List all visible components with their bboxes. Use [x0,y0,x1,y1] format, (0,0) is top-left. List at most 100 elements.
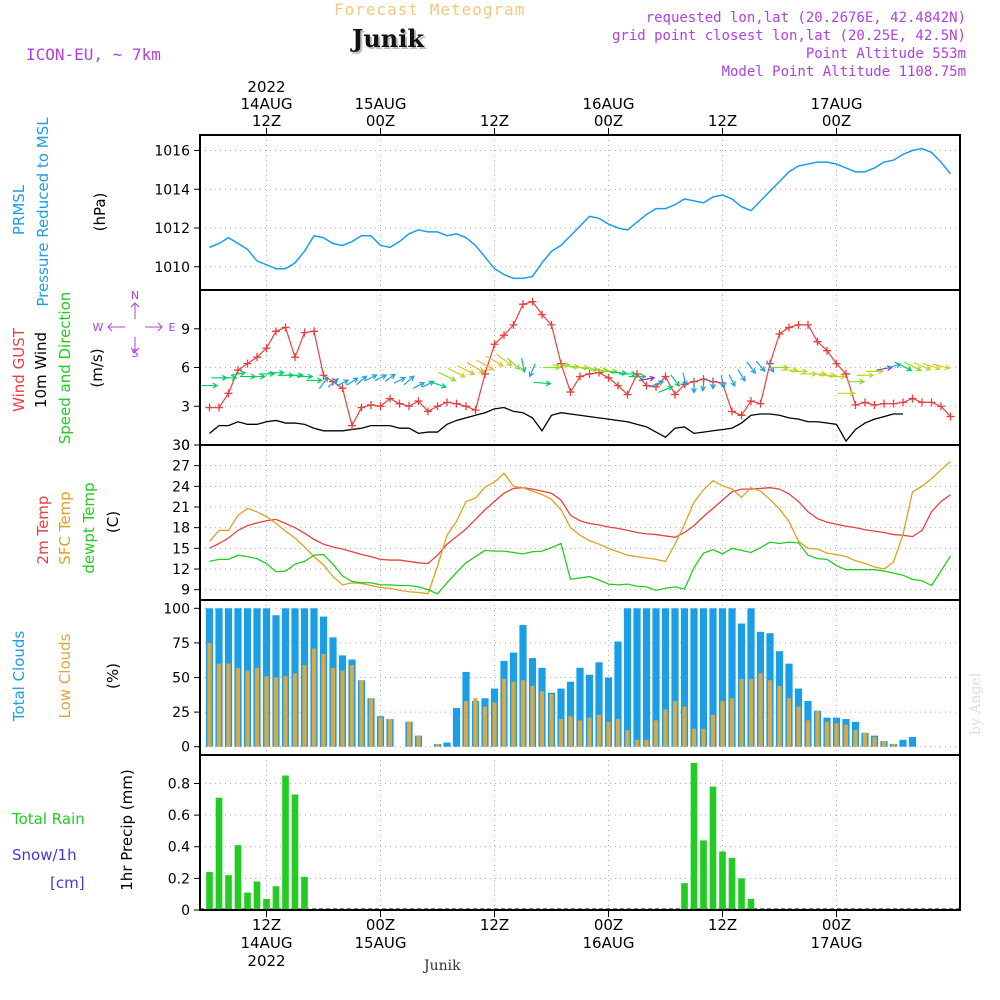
low-clouds-bar [805,720,811,747]
time-label-top: 00Z [594,112,623,130]
wind-direction-arrow [506,357,521,371]
wind-direction-arrow [230,370,247,377]
wind-gust-marker [747,397,755,406]
footer-location: Junik [424,958,461,974]
low-clouds-bar [387,719,393,747]
rain-bar [272,886,280,910]
rain-bar [244,892,251,910]
wind-gust-marker [889,399,898,408]
compass-east: E [169,321,176,334]
time-label-bottom: 00Z [366,916,395,934]
wind-direction-arrow [913,362,932,371]
wind-direction-arrow [856,372,875,379]
wind-direction-arrow [658,385,674,393]
total-clouds-bar [899,739,907,747]
wind-direction-arrow [571,364,590,371]
wind-direction-arrow [700,377,707,392]
wind-direction-arrow [412,382,426,389]
total-clouds-bar [680,608,689,747]
total-clouds-bar [671,608,679,747]
time-label-top: 14AUG [241,95,293,113]
y-tick-label: 24 [172,479,190,495]
wind-direction-arrow [638,375,656,382]
wind-gust-marker [804,320,812,329]
low-clouds-bar [625,730,630,747]
y-tick-label: 50 [172,671,190,687]
time-label-bottom: 12Z [708,916,737,934]
low-clouds-bar [226,663,231,747]
time-label-top: 12Z [708,112,737,130]
precip-legend-rain: Total Rain [11,810,85,828]
wind-gust-marker [224,389,233,398]
wind-label-gust: Wind GUST [10,327,28,412]
rain-bar [215,797,223,910]
low-clouds-bar [720,701,725,747]
wind-gust-marker [604,373,613,382]
wind-gust-marker [557,359,565,368]
y-tick-label: 9 [181,583,190,599]
time-label-bottom: 00Z [594,916,623,934]
wind-direction-arrow [393,376,407,384]
pressure-label-prmsl: PRMSL [10,184,28,235]
total-clouds-bar [633,608,641,747]
low-clouds-bar [245,670,250,747]
low-clouds-bar [615,719,621,747]
pressure-unit: (hPa) [91,193,109,232]
wind-direction-arrow [894,361,913,372]
low-clouds-bar [758,673,763,747]
low-clouds-bar [207,642,212,747]
y-tick-label: 75 [172,636,190,652]
wind-gust-marker [300,328,309,337]
wind-direction-arrow [746,361,756,375]
wind-gust-marker [528,297,537,306]
low-clouds-bar [815,710,820,747]
low-clouds-bar [311,648,317,747]
low-clouds-bar [843,724,849,747]
low-clouds-bar [710,714,716,747]
low-clouds-bar [359,680,364,747]
total-clouds-bar [557,688,565,747]
temp-dewpt-line [209,541,952,595]
wind-direction-arrow [438,371,457,382]
y-tick-label: 0 [181,438,190,454]
low-clouds-bar [796,706,801,747]
wind-direction-arrow [737,369,746,382]
wind-direction-arrow [600,368,619,375]
time-label-top: 17AUG [811,95,863,113]
time-label-top: 00Z [366,112,395,130]
wind-direction-arrow [447,367,467,378]
wind-gust-marker [338,384,347,393]
temp-label-dewpt: dewpt Temp [80,482,98,573]
wind-direction-arrow [710,377,716,390]
wind-gust-marker [281,323,290,332]
y-tick-label: 0.8 [168,776,190,792]
wind-gust-marker [243,359,252,368]
wind-gust-marker [737,411,746,420]
low-clouds-bar [416,735,421,747]
wind-direction-arrow [428,380,448,389]
total-clouds-bar [452,707,461,747]
low-clouds-bar [511,681,516,747]
wind-gust-marker [310,327,318,336]
low-clouds-bar [862,732,868,747]
low-clouds-bar [435,743,440,747]
time-label-top: 12Z [252,112,281,130]
y-tick-label: 9 [181,322,190,338]
rain-bar [225,875,232,910]
total-clouds-bar [595,662,603,747]
low-clouds-bar [881,741,887,747]
wind-unit: (m/s) [88,348,106,387]
compass-west: W [93,321,104,334]
time-label-bottom: 12Z [480,916,509,934]
wind-gust-marker [538,310,546,319]
model-altitude: Model Point Altitude 1108.75m [721,64,966,80]
wind-gust-marker [937,402,945,411]
wind-direction-arrow [384,373,396,382]
wind-gust-marker [823,346,831,355]
rain-bar [728,857,736,910]
low-clouds-bar [853,730,858,747]
wind-direction-arrow [306,377,323,384]
low-clouds-bar [482,706,488,747]
wind-gust-marker [519,300,527,309]
wind-label-10m: 10m Wind [32,332,50,408]
